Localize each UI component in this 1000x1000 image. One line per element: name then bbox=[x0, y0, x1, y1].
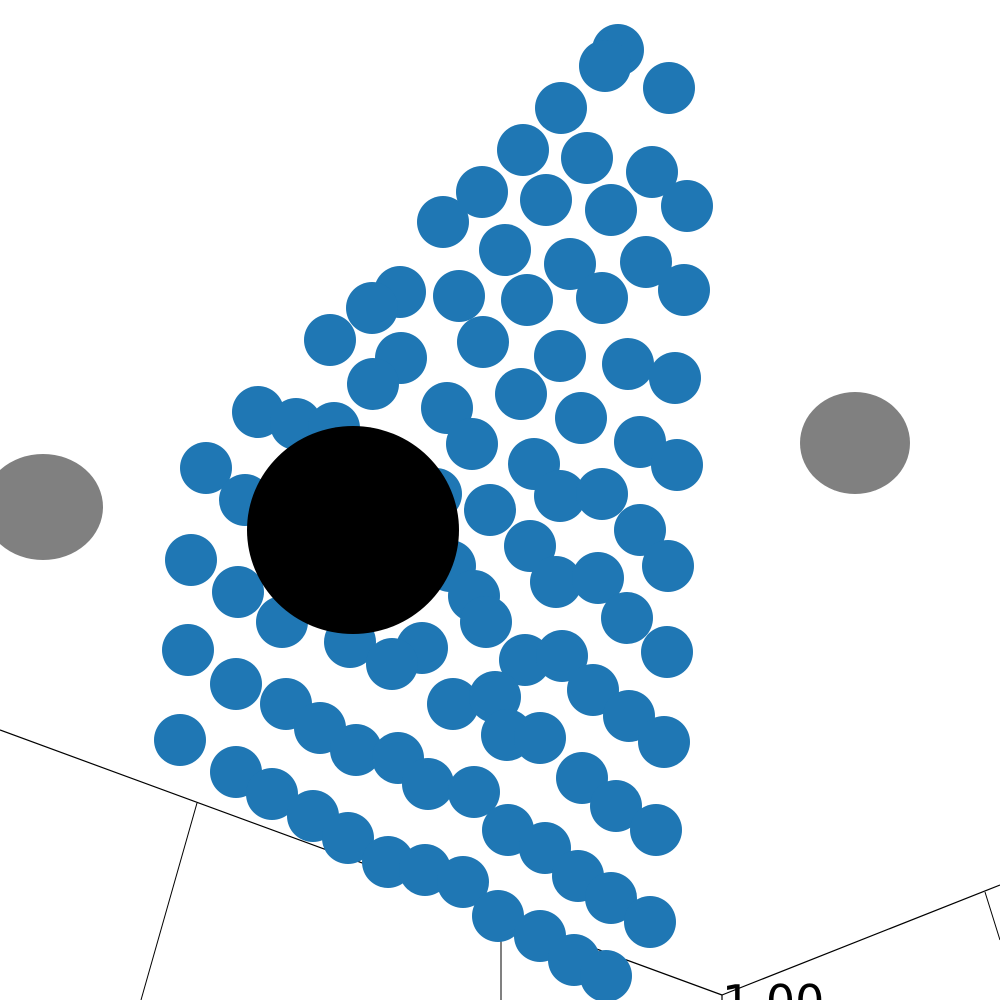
particle-point bbox=[212, 566, 264, 618]
particle-point bbox=[366, 638, 418, 690]
particle-point bbox=[580, 950, 632, 1000]
particle-point bbox=[544, 238, 596, 290]
particle-point bbox=[246, 768, 298, 820]
particle-point bbox=[585, 184, 637, 236]
particle-point bbox=[497, 124, 549, 176]
particle-point bbox=[536, 630, 588, 682]
particle-point bbox=[501, 274, 553, 326]
particle-point bbox=[572, 552, 624, 604]
particle-point bbox=[658, 264, 710, 316]
particle-point bbox=[602, 338, 654, 390]
particle-point bbox=[555, 392, 607, 444]
particle-point bbox=[456, 166, 508, 218]
particle-point bbox=[464, 484, 516, 536]
particle-point bbox=[661, 180, 713, 232]
particle-point bbox=[504, 520, 556, 572]
particle-point bbox=[590, 780, 642, 832]
particle-point bbox=[457, 316, 509, 368]
pane-edge-3 bbox=[984, 891, 1000, 941]
particle-point bbox=[535, 82, 587, 134]
particle-point bbox=[601, 592, 653, 644]
particle-point bbox=[427, 678, 479, 730]
particle-point bbox=[638, 716, 690, 768]
particle-point bbox=[479, 224, 531, 276]
particle-point bbox=[624, 896, 676, 948]
particle-point bbox=[162, 624, 214, 676]
particle-point bbox=[630, 804, 682, 856]
tick-label: 1.00 bbox=[722, 975, 824, 1000]
particle-point bbox=[620, 236, 672, 288]
particle-point bbox=[649, 352, 701, 404]
particle-point bbox=[643, 62, 695, 114]
particle-point bbox=[530, 556, 582, 608]
particle-point bbox=[576, 272, 628, 324]
particle-point bbox=[495, 368, 547, 420]
particle-point bbox=[154, 714, 206, 766]
particle-point bbox=[585, 872, 637, 924]
particle-point bbox=[472, 890, 524, 942]
particle-point bbox=[433, 270, 485, 322]
particle-point bbox=[180, 442, 232, 494]
central-body bbox=[247, 426, 459, 634]
particle-point bbox=[567, 664, 619, 716]
particle-point bbox=[322, 812, 374, 864]
axes-frame: 1.00 bbox=[0, 729, 1000, 1000]
particle-point bbox=[210, 658, 262, 710]
particle-point bbox=[614, 504, 666, 556]
particle-point bbox=[460, 596, 512, 648]
particle-point bbox=[576, 468, 628, 520]
particle-point bbox=[346, 282, 398, 334]
pane-edge-1 bbox=[140, 802, 198, 1000]
particle-point bbox=[446, 418, 498, 470]
particle-point bbox=[330, 724, 382, 776]
particle-point bbox=[534, 470, 586, 522]
particle-point bbox=[641, 626, 693, 678]
particle-point bbox=[561, 132, 613, 184]
particle-point bbox=[304, 314, 356, 366]
particle-point bbox=[651, 439, 703, 491]
axis-line-right bbox=[721, 884, 1000, 996]
satellite-left bbox=[0, 454, 103, 560]
particle-point bbox=[402, 758, 454, 810]
particle-point bbox=[642, 540, 694, 592]
particle-point bbox=[437, 856, 489, 908]
particle-point bbox=[626, 146, 678, 198]
particle-point bbox=[534, 330, 586, 382]
particles-layer bbox=[154, 24, 713, 1000]
satellite-right bbox=[800, 392, 910, 494]
particle-point bbox=[448, 766, 500, 818]
particle-point bbox=[514, 712, 566, 764]
particle-point bbox=[165, 534, 217, 586]
particle-point bbox=[579, 40, 631, 92]
satellites-layer bbox=[0, 392, 910, 560]
particle-point bbox=[520, 174, 572, 226]
particle-point bbox=[417, 196, 469, 248]
particle-point bbox=[347, 358, 399, 410]
central-body-layer bbox=[247, 426, 459, 634]
